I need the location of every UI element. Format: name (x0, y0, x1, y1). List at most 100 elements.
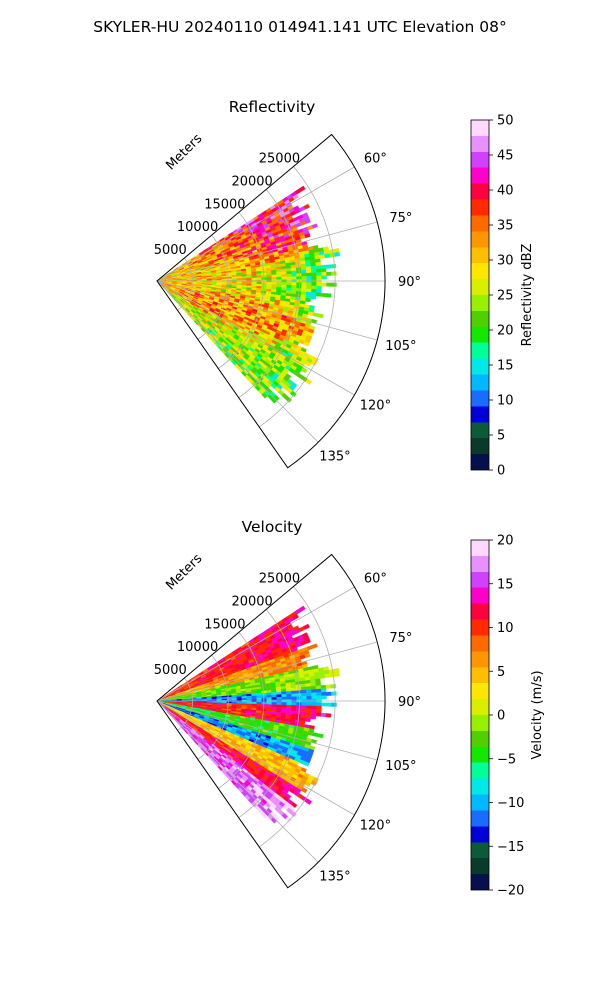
data-cell (315, 685, 322, 690)
data-cell (236, 698, 242, 701)
data-cell (316, 272, 322, 277)
velocity-field (156, 605, 340, 824)
data-cell (311, 705, 317, 710)
data-cell (310, 259, 316, 264)
data-cell (320, 264, 327, 270)
data-cell (290, 687, 297, 692)
data-cell (315, 261, 322, 267)
data-cell (300, 266, 307, 271)
data-cell (290, 267, 297, 272)
data-cell (310, 679, 316, 684)
radial-tick-label: 25000 (259, 572, 300, 587)
colorbar-gradient (470, 119, 490, 471)
azimuth-gridline (156, 280, 319, 443)
data-cell (315, 292, 322, 297)
data-cell (271, 284, 277, 288)
data-cell (256, 701, 262, 705)
colorbar-gradient (470, 539, 490, 891)
data-cell (221, 278, 227, 281)
data-cell (315, 681, 322, 687)
data-cell (324, 673, 331, 679)
data-cell (286, 270, 292, 275)
figure-title: SKYLER-HU 20240110 014941.141 UTC Elevat… (93, 18, 507, 36)
data-cell (201, 279, 208, 281)
data-cell (331, 282, 337, 287)
colorbar-tick-label: 5 (497, 665, 505, 680)
data-cell (319, 254, 326, 259)
data-cell (251, 701, 257, 705)
data-cell (256, 695, 262, 699)
data-cell (311, 282, 317, 287)
colorbar-tick-label: 10 (497, 394, 514, 409)
data-cell (251, 281, 257, 285)
data-cell (326, 702, 332, 707)
data-cell (310, 712, 317, 717)
data-cell (304, 360, 312, 367)
data-cell (211, 278, 217, 281)
data-cell (306, 705, 312, 710)
data-cell (291, 282, 297, 286)
data-cell (304, 638, 311, 644)
data-cell (271, 694, 277, 698)
data-cell (266, 694, 272, 698)
data-cell (286, 702, 292, 706)
data-cell (330, 683, 337, 689)
radial-tick-label: 20000 (231, 174, 272, 189)
data-cell (306, 275, 312, 280)
azimuth-tick-label: 105° (385, 339, 416, 354)
colorbar-tick-label: −15 (497, 840, 524, 855)
data-cell (311, 643, 318, 649)
data-cell (251, 275, 257, 279)
data-cell (303, 341, 310, 347)
data-cell (286, 704, 292, 709)
data-cell (266, 697, 272, 701)
data-cell (305, 718, 311, 723)
data-cell (256, 281, 262, 285)
radial-axis-label: Meters (163, 131, 205, 173)
radial-gridline (197, 234, 229, 340)
data-cell (315, 712, 322, 717)
data-cell (310, 265, 317, 270)
data-cell (236, 278, 242, 281)
data-cell (291, 693, 297, 697)
data-cell (311, 285, 317, 290)
data-cell (305, 378, 313, 385)
data-cell (312, 732, 319, 738)
data-cell (320, 688, 327, 693)
data-cell (310, 715, 317, 720)
data-cell (271, 282, 277, 285)
data-cell (276, 276, 282, 280)
radial-gridline (238, 189, 300, 399)
data-cell (211, 698, 217, 701)
data-cell (304, 218, 311, 224)
data-cell (291, 690, 297, 695)
data-cell (331, 702, 337, 707)
colorbar-tick-label: 20 (497, 324, 514, 339)
data-cell (286, 284, 292, 289)
data-cell (311, 288, 317, 293)
data-cell (241, 276, 247, 279)
data-cell (276, 269, 282, 273)
colorbar-tick-label: 5 (497, 429, 505, 444)
data-cell (306, 689, 312, 694)
panel-title: Reflectivity (229, 98, 316, 116)
data-cell (316, 702, 322, 707)
colorbar-tick-label: −20 (497, 884, 524, 899)
data-cell (261, 392, 268, 399)
data-cell (311, 708, 317, 713)
data-cell (281, 276, 287, 280)
data-cell (331, 271, 337, 276)
colorbar-tick-label: 50 (497, 114, 514, 129)
data-cell (251, 697, 257, 701)
data-cell (291, 270, 297, 275)
azimuth-tick-label: 90° (398, 275, 421, 290)
data-cell (316, 289, 322, 294)
data-cell (316, 285, 322, 290)
data-cell (256, 697, 262, 701)
data-cell (246, 697, 252, 701)
data-cell (321, 702, 327, 707)
data-cell (326, 282, 332, 287)
